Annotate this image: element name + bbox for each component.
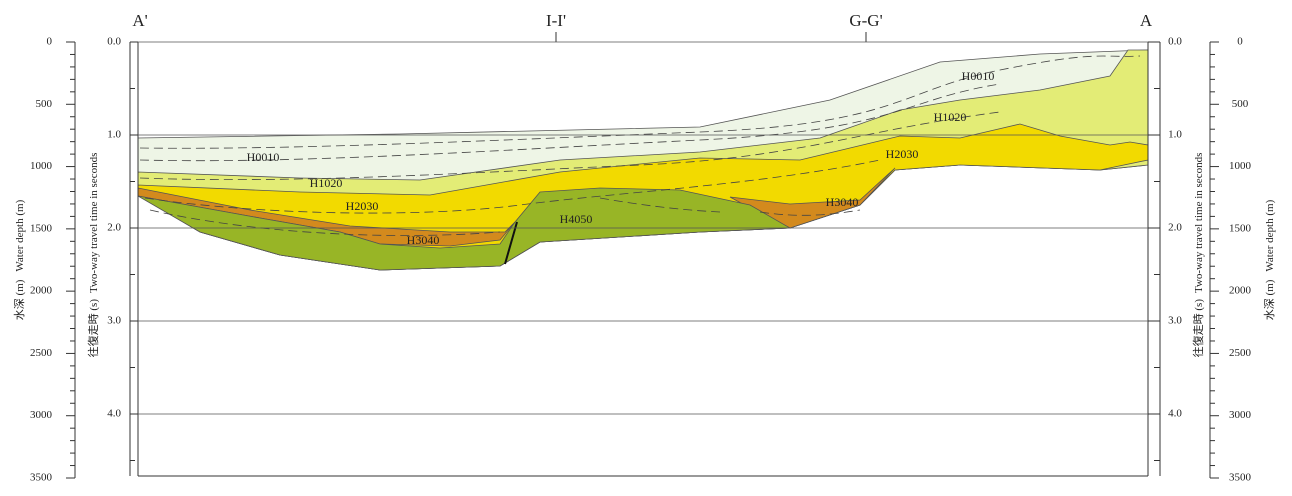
depth-tick-label: 2500 — [1229, 347, 1252, 359]
fault-line — [504, 221, 518, 265]
section-label: G-G' — [849, 11, 882, 30]
layer-label: H2030 — [346, 199, 379, 213]
twt-tick-label: 4.0 — [107, 408, 121, 420]
layer-h4050 — [137, 187, 792, 271]
title-en: Two-way travel time in seconds — [88, 153, 100, 293]
title-en: Water depth (m) — [14, 199, 26, 271]
depth-axis-title: 水深 (m) Water depth (m) — [1263, 199, 1276, 320]
twt-tick-label: 0.0 — [1168, 36, 1182, 48]
title-ja: 水深 (m) — [13, 279, 26, 320]
depth-tick-label: 3500 — [30, 472, 53, 484]
depth-axis-title: 水深 (m) Water depth (m) — [13, 199, 26, 320]
depth-tick-label: 3000 — [1229, 409, 1252, 421]
depth-tick-label: 2000 — [1229, 285, 1252, 297]
twt-tick-label: 1.0 — [107, 129, 121, 141]
section-label: I-I' — [546, 11, 566, 30]
layer-label: H3040 — [826, 195, 859, 209]
depth-tick-label: 1000 — [30, 160, 53, 172]
depth-tick-label: 500 — [1232, 98, 1249, 110]
twt-tick-label: 3.0 — [107, 315, 121, 327]
twt-tick-label: 2.0 — [107, 222, 121, 234]
strata — [137, 49, 1149, 271]
depth-tick-label: 2000 — [30, 285, 53, 297]
depth-tick-label: 500 — [36, 98, 53, 110]
twt-axis-title: 往復走時 (s) Two-way travel time in seconds — [1191, 153, 1205, 358]
depth-tick-label: 1500 — [30, 222, 53, 234]
depth-tick-label: 2500 — [30, 347, 53, 359]
layer-labels: H0010 H1020 H2030 H3040 H4050 H3040 H203… — [247, 69, 995, 247]
horizon-lines — [139, 55, 1141, 236]
twt-tick-label: 3.0 — [1168, 315, 1182, 327]
section-label: A' — [132, 11, 147, 30]
layer-label: H2030 — [886, 147, 919, 161]
title-ja: 往復走時 (s) — [1191, 299, 1205, 358]
twt-tick-label: 4.0 — [1168, 408, 1182, 420]
title-ja: 水深 (m) — [1263, 279, 1276, 320]
depth-tick-label: 0 — [47, 36, 53, 48]
title-ja: 往復走時 (s) — [86, 299, 100, 358]
depth-tick-label: 1000 — [1229, 160, 1252, 172]
title-en: Water depth (m) — [1264, 199, 1276, 271]
depth-tick-label: 0 — [1237, 36, 1243, 48]
section-label: A — [1140, 11, 1153, 30]
twt-tick-label: 0.0 — [107, 36, 121, 48]
depth-tick-label: 3000 — [30, 409, 53, 421]
layer-label: H1020 — [310, 176, 343, 190]
depth-tick-label: 1500 — [1229, 222, 1252, 234]
layer-label: H4050 — [560, 212, 593, 226]
layer-label: H0010 — [247, 150, 280, 164]
title-en: Two-way travel time in seconds — [1193, 153, 1205, 293]
section-labels: A' I-I' G-G' A — [132, 11, 1153, 42]
layer-label: H3040 — [407, 233, 440, 247]
twt-tick-label: 2.0 — [1168, 222, 1182, 234]
twt-tick-label: 1.0 — [1168, 129, 1182, 141]
depth-tick-label: 3500 — [1229, 472, 1252, 484]
twt-axis-title: 往復走時 (s) Two-way travel time in seconds — [86, 153, 100, 358]
layer-label: H1020 — [934, 110, 967, 124]
layer-label: H0010 — [962, 69, 995, 83]
